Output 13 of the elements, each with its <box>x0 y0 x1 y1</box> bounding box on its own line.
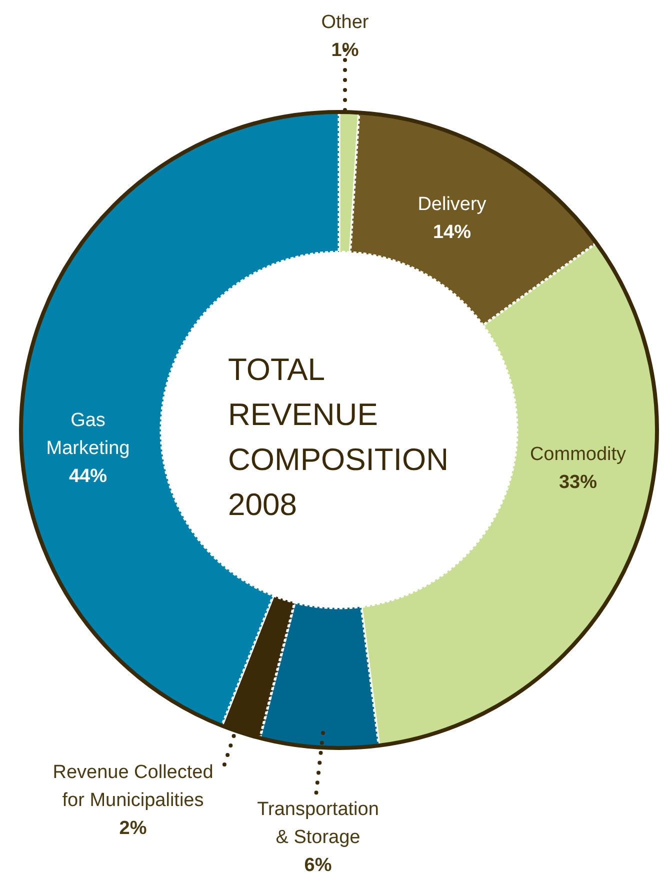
data-label: 44% <box>68 466 108 487</box>
slice-label: Delivery <box>418 194 487 215</box>
data-label: 1% <box>331 40 359 61</box>
data-label: 2% <box>119 818 147 839</box>
text: TOTAL REVENUE COMPOSITION 2008 <box>228 352 448 522</box>
slice-label: Revenue Collected for Municipalities <box>52 762 214 811</box>
slice-label: Other <box>321 12 370 33</box>
data-label: 6% <box>304 855 332 874</box>
slice-label: Transportation & Storage <box>257 799 379 848</box>
data-label: 14% <box>432 222 472 243</box>
slice-label: Gas Marketing <box>46 410 130 459</box>
slice-label: Commodity <box>530 444 627 465</box>
data-label: 33% <box>558 472 598 493</box>
